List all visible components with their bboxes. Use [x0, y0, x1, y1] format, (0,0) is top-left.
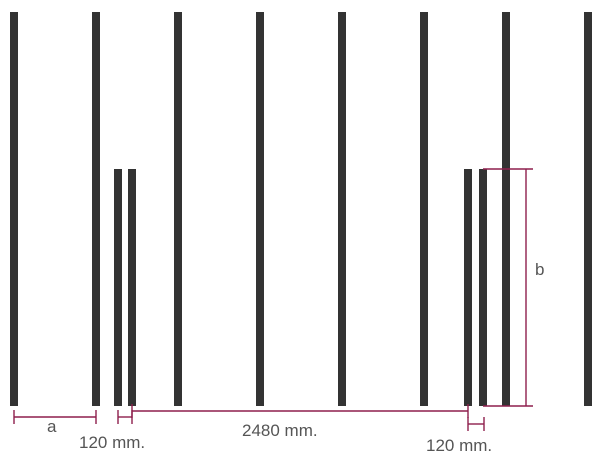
dimension-post-width-left — [117, 410, 133, 424]
post-width-left-label: 120 mm. — [79, 433, 145, 452]
tall-post-5 — [338, 12, 346, 406]
short-post-right-2 — [479, 169, 487, 406]
dimension-b-label: b — [535, 260, 544, 279]
dimension-post-width-right — [467, 417, 485, 431]
short-post-left-2 — [128, 169, 136, 406]
gap-span-label: 2480 mm. — [242, 421, 318, 440]
tall-post-2 — [92, 12, 100, 406]
tall-post-1 — [10, 12, 18, 406]
short-post-right-1 — [464, 169, 472, 406]
tall-post-4 — [256, 12, 264, 406]
short-post-left-1 — [114, 169, 122, 406]
dimension-b — [483, 168, 533, 407]
tall-post-6 — [420, 12, 428, 406]
dimension-gap-span — [131, 404, 469, 418]
tall-post-8 — [584, 12, 592, 406]
dimension-a-label: a — [47, 417, 57, 436]
post-width-right-label: 120 mm. — [426, 436, 492, 452]
dimension-a — [13, 410, 97, 424]
tall-post-7 — [502, 12, 510, 406]
tall-post-3 — [174, 12, 182, 406]
